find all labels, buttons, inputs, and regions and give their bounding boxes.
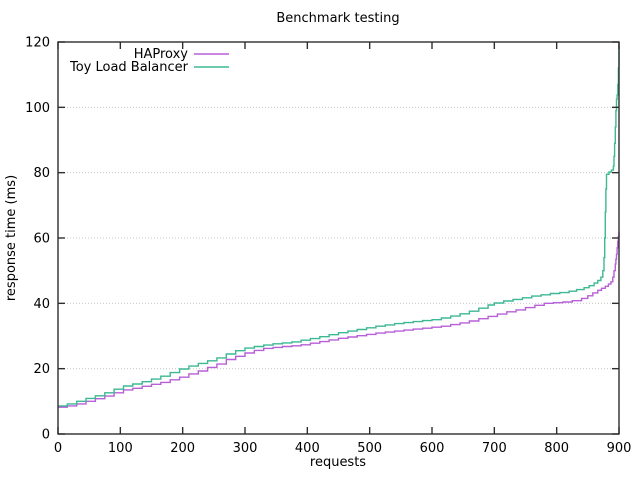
x-tick-label: 700: [482, 441, 507, 456]
x-axis-label: requests: [310, 455, 366, 470]
chart-title: Benchmark testing: [276, 11, 399, 26]
series-line-toy-load-balancer: [58, 45, 620, 407]
x-tick-label: 400: [295, 441, 320, 456]
legend-label-haproxy: HAProxy: [134, 47, 189, 62]
legend-label-toy-load-balancer: Toy Load Balancer: [69, 60, 189, 75]
plot-border-and-ticks: [57, 41, 620, 435]
x-tick-label: 300: [233, 441, 258, 456]
x-tick-label: 900: [607, 441, 632, 456]
y-tick-label: 120: [25, 36, 50, 51]
x-tick-label: 500: [357, 441, 382, 456]
y-tick-label: 60: [33, 232, 50, 247]
data-series: [58, 45, 620, 408]
y-tick-label: 100: [25, 101, 50, 116]
x-tick-label: 200: [170, 441, 195, 456]
x-tick-label: 600: [420, 441, 445, 456]
y-tick-label: 80: [33, 166, 50, 181]
y-axis-label: response time (ms): [4, 175, 19, 301]
y-tick-label: 20: [33, 362, 50, 377]
x-tick-label: 0: [54, 441, 62, 456]
y-tick-label: 40: [33, 297, 50, 312]
x-tick-label: 100: [108, 441, 133, 456]
tick-labels: 0 100 200 300 400 500 600 700 800 900 0 20 40 60 80 100…: [25, 36, 631, 457]
series-line-haproxy: [58, 231, 620, 408]
x-tick-label: 800: [544, 441, 569, 456]
gridlines: [58, 106, 619, 370]
y-tick-label: 0: [42, 428, 50, 443]
